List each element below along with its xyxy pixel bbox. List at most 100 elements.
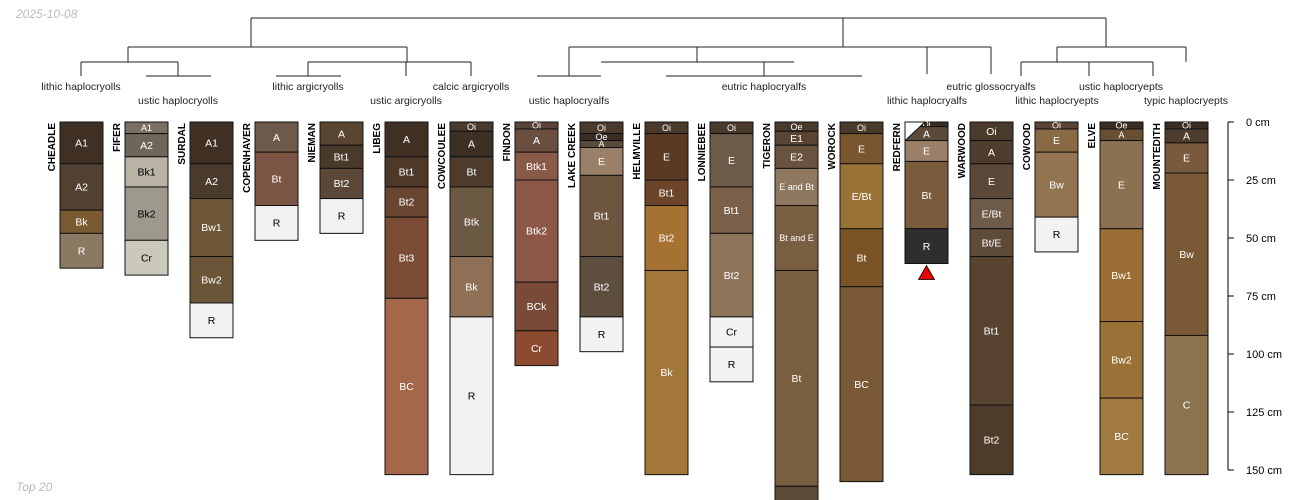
profile-name: ELVE [1087, 123, 1098, 149]
horizon-label: E/Bt [852, 191, 872, 203]
profile-name: COWOOD [1022, 123, 1033, 170]
profile-mountedith: MOUNTEDITHOiAEBwC [1152, 121, 1208, 475]
profile-name: COWCOULEE [437, 123, 448, 189]
profile-findon: FINDONOiABtk1Btk2BCkCr [502, 121, 558, 366]
profile-name: SURDAL [177, 123, 188, 165]
horizon-label: R [468, 390, 476, 402]
horizon-label: R [273, 218, 281, 230]
profile-helmville: HELMVILLEOiEBt1Bt2Bk [632, 122, 688, 475]
horizon-label: Bt and E [779, 233, 814, 243]
marker-triangle [919, 266, 935, 280]
taxon-label-eutric-haplocryalfs: eutric haplocryalfs [722, 81, 807, 93]
profile-fifer: FIFERA1A2Bk1Bk2Cr [112, 122, 168, 275]
taxon-label-ustic-haplocryepts: ustic haplocryepts [1079, 81, 1163, 93]
horizon-label: Bk1 [137, 167, 155, 179]
horizon-label: Cr [531, 343, 543, 355]
horizon-label: Bk [465, 281, 478, 293]
horizon-label: Bt1 [399, 167, 415, 179]
horizon-label: Bt [922, 190, 932, 202]
profile-libeg: LIBEGABt1Bt2Bt3BC [372, 122, 428, 475]
horizon-label: A2 [140, 140, 153, 152]
profile-name: NIEMAN [307, 123, 318, 162]
taxon-label-lithic-haplocryolls: lithic haplocryolls [41, 81, 120, 93]
profile-warwood: WARWOODOiAEE/BtBt/EBt1Bt2 [957, 122, 1013, 475]
taxon-label-lithic-haplocryepts: lithic haplocryepts [1015, 95, 1098, 107]
horizon-label: Oi [727, 123, 736, 133]
axis-tick-label: 25 cm [1246, 175, 1276, 187]
horizon-label: Bt1 [659, 187, 675, 199]
profile-elve: ELVEOeAEBw1Bw2BC [1087, 121, 1143, 475]
profile-cowood: COWOODOiEBwR [1022, 121, 1078, 252]
profile-tigeron: TIGERONOeE1E2E and BtBt and EBt [762, 122, 818, 500]
profile-name: HELMVILLE [632, 123, 643, 180]
axis-tick-label: 100 cm [1246, 349, 1282, 361]
horizon-label: E and Bt [779, 182, 814, 192]
horizon-label: Bt2 [399, 197, 415, 209]
profile-name: LAKE CREEK [567, 122, 578, 188]
horizon-label: Bt2 [984, 435, 1000, 447]
horizon-label: R [923, 241, 931, 253]
horizon-label: Bw2 [1111, 354, 1132, 366]
horizon-label: Oi [857, 123, 866, 133]
horizon-label: E1 [790, 133, 803, 145]
horizon-label: E2 [790, 151, 803, 163]
profile-surdal: SURDALA1A2Bw1Bw2R [177, 122, 233, 338]
horizon-label: R [78, 245, 86, 257]
horizon-label: E [728, 155, 735, 167]
horizon-label: R [598, 329, 606, 341]
horizon-label: Bw2 [201, 274, 222, 286]
profile-name: MOUNTEDITH [1152, 123, 1163, 190]
profile-name: TIGERON [762, 123, 773, 169]
horizon-label: E [923, 146, 930, 158]
taxon-label-ustic-argicryolls: ustic argicryolls [370, 95, 442, 107]
horizon-label: Bt1 [984, 325, 1000, 337]
horizon-label: Bk [75, 216, 88, 228]
horizon-label: Bt1 [334, 151, 350, 163]
taxon-label-calcic-argicryolls: calcic argicryolls [433, 81, 509, 93]
profile-lonniebee: LONNIEBEEOiEBt1Bt2CrR [697, 122, 753, 382]
horizon-label: Bt2 [594, 281, 610, 293]
horizon-label: Bt [467, 167, 477, 179]
horizon-label: E [663, 151, 670, 163]
horizon-label: Btk1 [526, 161, 547, 173]
profile-worock: WOROCKOiEE/BtBtBC [827, 122, 883, 482]
soil-profile-figure: 2025-10-08 Top 20 lithic haplocryollsust… [0, 0, 1300, 500]
axis-tick-label: 150 cm [1246, 465, 1282, 477]
horizon-label: A1 [75, 138, 88, 150]
horizon-label: Bt2 [659, 233, 675, 245]
horizon-label: Bw1 [1111, 270, 1132, 282]
axis-tick-label: 75 cm [1246, 291, 1276, 303]
profile-redfern: REDFERNOiAEBtR [892, 120, 948, 263]
soil-profile-chart: lithic haplocryolls ustic haplocryolls lit… [0, 0, 1300, 500]
horizon-label: E [1053, 135, 1060, 147]
taxon-label-ustic-haplocryolls: ustic haplocryolls [138, 95, 218, 107]
horizon-label: Bt2 [334, 178, 350, 190]
profile-lake-creek: LAKE CREEKOiOeAEBt1Bt2R [567, 122, 623, 352]
taxon-label-lithic-argicryolls: lithic argicryolls [272, 81, 343, 93]
horizon-label: Bt2 [724, 270, 740, 282]
horizon-label: BC [854, 379, 869, 391]
profile-name: FINDON [502, 123, 513, 161]
profile-name: WARWOOD [957, 123, 968, 178]
horizon-label: A [533, 135, 540, 147]
taxon-label-typic-haplocryepts: typic haplocryepts [1144, 95, 1228, 107]
horizon-label: R [728, 359, 736, 371]
horizon-label: Bk [660, 367, 673, 379]
horizon-label: Bt [857, 252, 867, 264]
taxon-label-ustic-haplocryalfs: ustic haplocryalfs [529, 95, 610, 107]
profile-copenhaver: COPENHAVERABtR [242, 122, 298, 240]
horizon-label: Bt/E [982, 237, 1002, 249]
horizon-label: Bt [272, 174, 282, 186]
horizon-label: A [468, 139, 475, 151]
horizon-label: E [1118, 179, 1125, 191]
axis-tick-label: 50 cm [1246, 233, 1276, 245]
horizon-label: A1 [141, 123, 152, 133]
horizon-label: E [858, 143, 865, 155]
horizon-label: Bw [1049, 179, 1064, 191]
horizon-label: Bw [1179, 249, 1194, 261]
profile-cheadle: CHEADLEA1A2BkR [47, 122, 103, 268]
taxon-label-lithic-haplocryalfs: lithic haplocryalfs [887, 95, 967, 107]
horizon-label: BCk [527, 301, 548, 313]
horizon-label: A [273, 132, 280, 144]
horizon-label: Bt1 [724, 205, 740, 217]
